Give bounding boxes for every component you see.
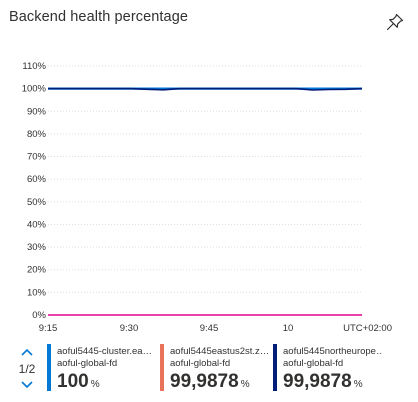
y-tick-label: 110%	[22, 61, 46, 72]
legend-series-value: 99,9878%	[170, 371, 250, 392]
legend-series-resource: aoful-global-fd	[283, 358, 344, 369]
legend-item-eastus2[interactable]: aoful5445eastus2st.z… aoful-global-fd 99…	[160, 344, 270, 396]
y-tick-label: 70%	[27, 152, 47, 163]
y-tick-label: 40%	[27, 219, 47, 230]
y-tick-label: 80%	[27, 129, 47, 140]
legend-series-name: aoful5445eastus2st.z…	[170, 346, 270, 357]
legend-series-value: 99,9878%	[283, 371, 363, 392]
x-tick-label: 9:45	[200, 323, 219, 334]
y-tick-label: 60%	[27, 174, 47, 185]
x-tick-label: 10	[283, 323, 294, 334]
legend-series-resource: aoful-global-fd	[170, 358, 231, 369]
legend-series-resource: aoful-global-fd	[57, 358, 118, 369]
legend-page-indicator: 1/2	[18, 362, 36, 376]
legend-series-value: 100%	[57, 371, 100, 392]
legend-item-northeurope[interactable]: aoful5445northeurope… aoful-global-fd 99…	[273, 344, 383, 396]
tile-title: Backend health percentage	[9, 9, 189, 25]
y-tick-label: 100%	[22, 84, 47, 95]
y-tick-label: 0%	[32, 310, 46, 321]
y-tick-label: 90%	[27, 106, 47, 117]
chart-legend: 1/2 aoful5445-cluster.ea… aoful-global-f…	[0, 340, 418, 402]
x-tick-label: 9:30	[120, 323, 139, 334]
series-line-2[interactable]	[48, 87, 363, 91]
legend-color-swatch	[160, 344, 164, 391]
y-tick-label: 20%	[27, 265, 47, 276]
legend-series-name: aoful5445-cluster.ea…	[57, 346, 153, 357]
legend-color-swatch	[47, 344, 51, 391]
legend-series-name: aoful5445northeurope…	[283, 346, 383, 357]
y-tick-label: 30%	[27, 242, 47, 253]
timezone-label: UTC+02:00	[343, 323, 392, 334]
y-tick-label: 10%	[27, 287, 47, 298]
legend-pager: 1/2	[14, 345, 40, 397]
chevron-down-icon[interactable]	[17, 378, 37, 392]
health-line-chart: 110% 100% 90% 80% 70% 60% 50% 40% 30% 20% 10% 0% 9:1…	[22, 61, 392, 334]
chevron-up-icon[interactable]	[17, 345, 37, 359]
x-tick-label: 9:15	[39, 323, 58, 334]
legend-color-swatch	[273, 344, 277, 391]
pin-icon[interactable]	[385, 12, 405, 32]
y-tick-label: 50%	[27, 197, 47, 208]
legend-item-cluster[interactable]: aoful5445-cluster.ea… aoful-global-fd 10…	[47, 344, 157, 396]
